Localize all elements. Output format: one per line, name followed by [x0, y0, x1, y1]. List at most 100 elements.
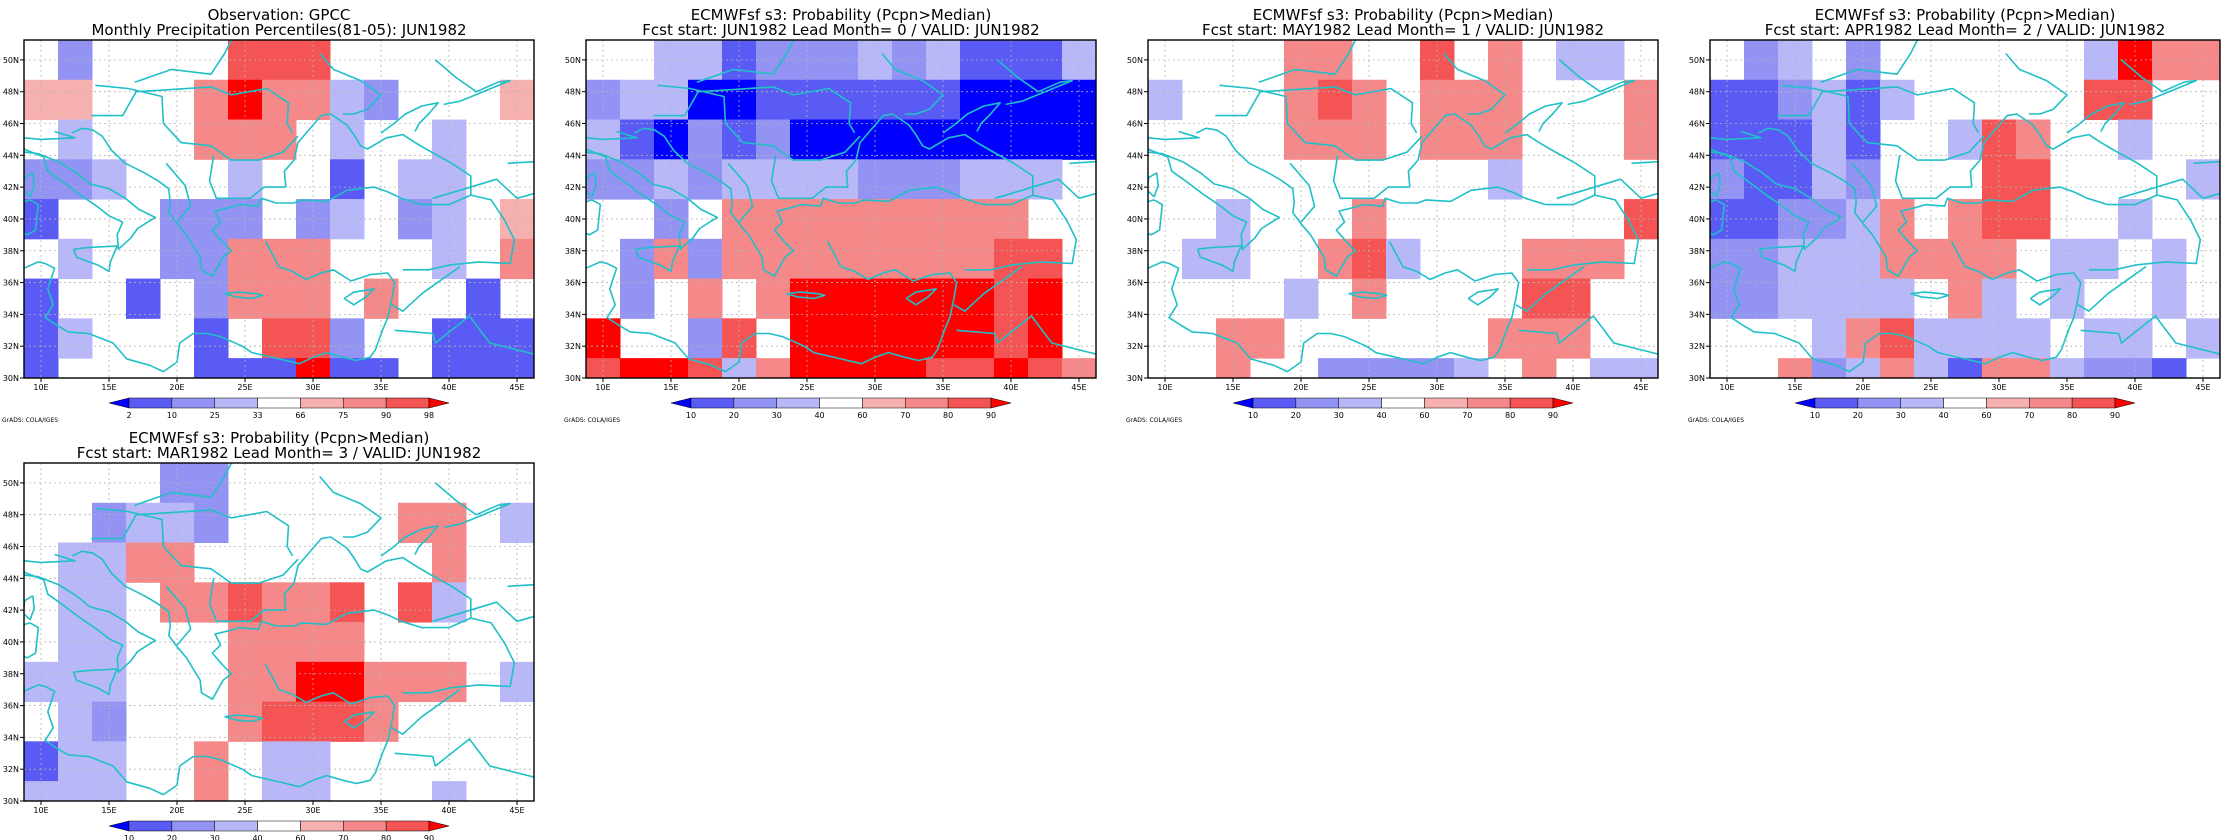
colorbar-label: 30 [1896, 411, 1906, 420]
grid-cell [1028, 79, 1063, 121]
grid-cell [756, 159, 791, 200]
y-tick-label: 40N [3, 638, 19, 647]
grid-cell [994, 318, 1029, 359]
grid-cell [2118, 358, 2153, 378]
y-tick-label: 40N [1127, 215, 1143, 224]
coastline [996, 59, 1073, 106]
colorbar-segment [300, 820, 344, 832]
grid-cell [1846, 238, 1881, 280]
coastline [1148, 130, 1200, 141]
grid-cell [790, 278, 825, 319]
grid-cell [92, 661, 127, 703]
y-tick-label: 30N [3, 374, 19, 383]
grid-cell [858, 358, 893, 378]
grid-cell [2084, 79, 2119, 121]
map-frame [585, 39, 1097, 379]
panel-title-line-1: Observation: GPCC [208, 6, 351, 24]
x-tick-label: 40E [1003, 383, 1018, 392]
coastline [905, 288, 937, 306]
coastline [24, 130, 76, 141]
y-tick-label: 50N [565, 56, 581, 65]
grid-cell [296, 278, 331, 319]
y-tick-label: 30N [3, 797, 19, 806]
grid-cell [1982, 358, 2017, 378]
y-tick-label: 40N [3, 215, 19, 224]
x-tick-label: 10E [1719, 383, 1734, 392]
x-tick-label: 35E [373, 383, 388, 392]
x-tick-label: 40E [2127, 383, 2142, 392]
grid-cell [994, 278, 1029, 319]
map-area [24, 463, 534, 801]
grid-cell [1812, 318, 1847, 359]
y-tick-label: 46N [565, 120, 581, 129]
coastline [319, 52, 382, 115]
coastline [343, 288, 375, 306]
colorbar-segment [1295, 397, 1339, 409]
grid-cell [960, 358, 995, 378]
coastline [394, 315, 534, 355]
colorbar-segment [1232, 397, 1254, 409]
x-tick-label: 10E [1157, 383, 1172, 392]
grid-cell [722, 238, 757, 280]
y-tick-label: 34N [3, 310, 19, 319]
grid-cell [228, 358, 263, 378]
grid-cell [620, 238, 655, 280]
coastline [657, 84, 861, 161]
coastline [165, 162, 192, 223]
colorbar: 10 20 30 40 60 70 80 90 [1794, 397, 2136, 420]
grid-cell [2152, 358, 2187, 378]
colorbar-label: 40 [1376, 411, 1386, 420]
grid-cell [330, 318, 365, 359]
coastline [1332, 155, 1410, 200]
grid-cell [688, 358, 723, 378]
grid-cell [756, 79, 791, 121]
coastline [1710, 148, 1842, 250]
grid-cell [2152, 238, 2187, 280]
y-tick-label: 42N [1689, 183, 1705, 192]
grid-cell [262, 358, 297, 378]
grid-cell [2118, 318, 2153, 359]
colorbar-segment [1424, 397, 1468, 409]
colorbar-segment [257, 820, 301, 832]
grid-cell [1318, 238, 1353, 280]
x-tick-label: 25E [237, 383, 252, 392]
grid-cell [262, 318, 297, 359]
colorbar-label: 80 [2067, 411, 2077, 420]
grid-cell [824, 159, 859, 200]
grid-cell [1846, 278, 1881, 319]
grid-cell [398, 502, 433, 544]
x-tick-label: 45E [1071, 383, 1086, 392]
coastline [533, 570, 534, 572]
grid-cell [1744, 79, 1779, 121]
colorbar-segment [428, 820, 450, 832]
grid-cell [1556, 318, 1591, 359]
grid-cell [58, 661, 93, 703]
grid-cell [1522, 358, 1557, 378]
colorbar-label: 66 [295, 411, 305, 420]
y-tick-label: 36N [565, 279, 581, 288]
coastline [1196, 245, 1242, 273]
colorbar-label: 90 [2110, 411, 2120, 420]
grid-cell [926, 318, 961, 359]
x-tick-label: 20E [731, 383, 746, 392]
grid-cell [1880, 318, 1915, 359]
colorbar-segment [1252, 397, 1297, 409]
coastline [964, 194, 1078, 271]
grid-cell [1028, 318, 1063, 359]
grid-cell [960, 238, 995, 280]
grid-cell [2152, 278, 2187, 319]
coastline [432, 601, 534, 623]
coastline [24, 240, 396, 373]
grid-cell [2050, 278, 2085, 319]
map-area [586, 40, 1096, 378]
grid-cell [1284, 278, 1319, 319]
grid-cell [756, 278, 791, 319]
grid-cell [262, 741, 297, 782]
grid-cell [586, 358, 621, 378]
x-tick-label: 30E [867, 383, 882, 392]
x-tick-label: 20E [169, 806, 184, 815]
coastline [208, 155, 286, 200]
coastline [633, 113, 1034, 277]
coastline [319, 475, 382, 538]
x-tick-label: 10E [595, 383, 610, 392]
